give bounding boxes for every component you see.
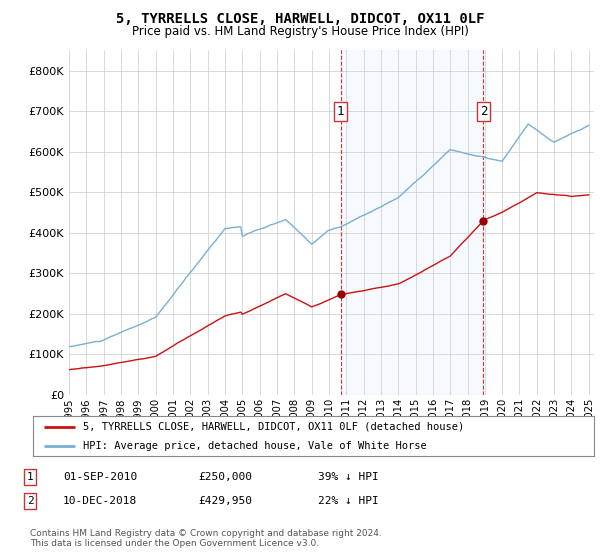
Text: 01-SEP-2010: 01-SEP-2010 xyxy=(63,472,137,482)
Text: £429,950: £429,950 xyxy=(198,496,252,506)
Text: 5, TYRRELLS CLOSE, HARWELL, DIDCOT, OX11 0LF: 5, TYRRELLS CLOSE, HARWELL, DIDCOT, OX11… xyxy=(116,12,484,26)
Text: 22% ↓ HPI: 22% ↓ HPI xyxy=(318,496,379,506)
Text: 2: 2 xyxy=(480,105,487,118)
Text: HPI: Average price, detached house, Vale of White Horse: HPI: Average price, detached house, Vale… xyxy=(83,441,427,450)
Text: 1: 1 xyxy=(26,472,34,482)
Text: 5, TYRRELLS CLOSE, HARWELL, DIDCOT, OX11 0LF (detached house): 5, TYRRELLS CLOSE, HARWELL, DIDCOT, OX11… xyxy=(83,422,465,432)
Text: 39% ↓ HPI: 39% ↓ HPI xyxy=(318,472,379,482)
Text: Price paid vs. HM Land Registry's House Price Index (HPI): Price paid vs. HM Land Registry's House … xyxy=(131,25,469,38)
Text: 2: 2 xyxy=(26,496,34,506)
Text: 1: 1 xyxy=(337,105,344,118)
Text: £250,000: £250,000 xyxy=(198,472,252,482)
Text: 10-DEC-2018: 10-DEC-2018 xyxy=(63,496,137,506)
Bar xyxy=(341,50,484,395)
Text: Contains HM Land Registry data © Crown copyright and database right 2024.
This d: Contains HM Land Registry data © Crown c… xyxy=(30,529,382,548)
